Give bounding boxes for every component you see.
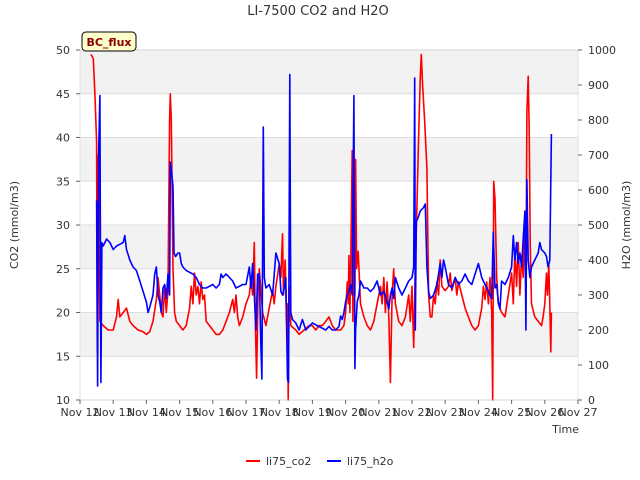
- y-right-tick-label: 900: [588, 79, 609, 92]
- x-tick-label: Nov 23: [426, 406, 465, 419]
- y-left-tick-label: 50: [56, 44, 70, 57]
- x-axis-title: Time: [551, 423, 579, 436]
- y-right-tick-label: 600: [588, 184, 609, 197]
- series-layer: [90, 53, 553, 401]
- legend-label: li75_h2o: [347, 455, 394, 468]
- y-left-tick-label: 45: [56, 88, 70, 101]
- series-line-li75_h2o: [95, 73, 553, 387]
- series-line-li75_co2: [90, 53, 553, 401]
- legend: li75_co2 li75_h2o: [246, 455, 394, 468]
- x-tick-label: Nov 21: [359, 406, 398, 419]
- y-right-tick-label: 300: [588, 289, 609, 302]
- legend-label: li75_co2: [266, 455, 311, 468]
- y-right-tick-label: 700: [588, 149, 609, 162]
- x-tick-label: Nov 14: [127, 406, 166, 419]
- y-left-tick-label: 10: [56, 394, 70, 407]
- y-left-tick-label: 20: [56, 307, 70, 320]
- y-left-tick-label: 40: [56, 132, 70, 145]
- x-tick-label: Nov 17: [227, 406, 266, 419]
- x-tick-label: Nov 13: [94, 406, 133, 419]
- x-tick-label: Nov 19: [293, 406, 332, 419]
- y-right-tick-label: 100: [588, 359, 609, 372]
- x-tick-label: Nov 26: [525, 406, 564, 419]
- x-tick-label: Nov 20: [326, 406, 365, 419]
- y-right-tick-label: 500: [588, 219, 609, 232]
- x-tick-label: Nov 24: [459, 406, 498, 419]
- x-tick-label: Nov 25: [492, 406, 531, 419]
- y-right-tick-label: 400: [588, 254, 609, 267]
- y-right-tick-label: 0: [588, 394, 595, 407]
- background-band: [80, 225, 578, 269]
- y-left-tick-label: 30: [56, 219, 70, 232]
- site-badge-label: BC_flux: [86, 36, 131, 49]
- x-tick-label: Nov 15: [160, 406, 199, 419]
- chart-title: LI-7500 CO2 and H2O: [247, 4, 389, 19]
- x-tick-label: Nov 22: [393, 406, 432, 419]
- y-axis-left: 10 15 20 25 30 35 40 45 50: [56, 44, 80, 407]
- y-axis-right: 0 100 200 300 400 500 600 700 800 900 1000: [578, 44, 616, 407]
- y-right-tick-label: 800: [588, 114, 609, 127]
- site-badge-box: [81, 31, 137, 52]
- y-left-tick-label: 15: [56, 350, 70, 363]
- x-tick-label: Nov 27: [559, 406, 598, 419]
- x-tick-label: Nov 12: [61, 406, 100, 419]
- x-tick-label: Nov 18: [260, 406, 299, 419]
- y-left-tick-label: 35: [56, 175, 70, 188]
- y-right-tick-label: 200: [588, 324, 609, 337]
- y-right-tick-label: 1000: [588, 44, 616, 57]
- y-axis-right-title: H2O (mmol/m3): [620, 181, 633, 270]
- y-left-tick-label: 25: [56, 263, 70, 276]
- x-tick-label: Nov 16: [193, 406, 232, 419]
- background-band: [80, 312, 578, 357]
- site-badge: BC_flux: [81, 31, 137, 52]
- background-band: [80, 137, 578, 182]
- background-band: [80, 50, 578, 94]
- y-axis-left-title: CO2 (mmol/m3): [8, 181, 21, 269]
